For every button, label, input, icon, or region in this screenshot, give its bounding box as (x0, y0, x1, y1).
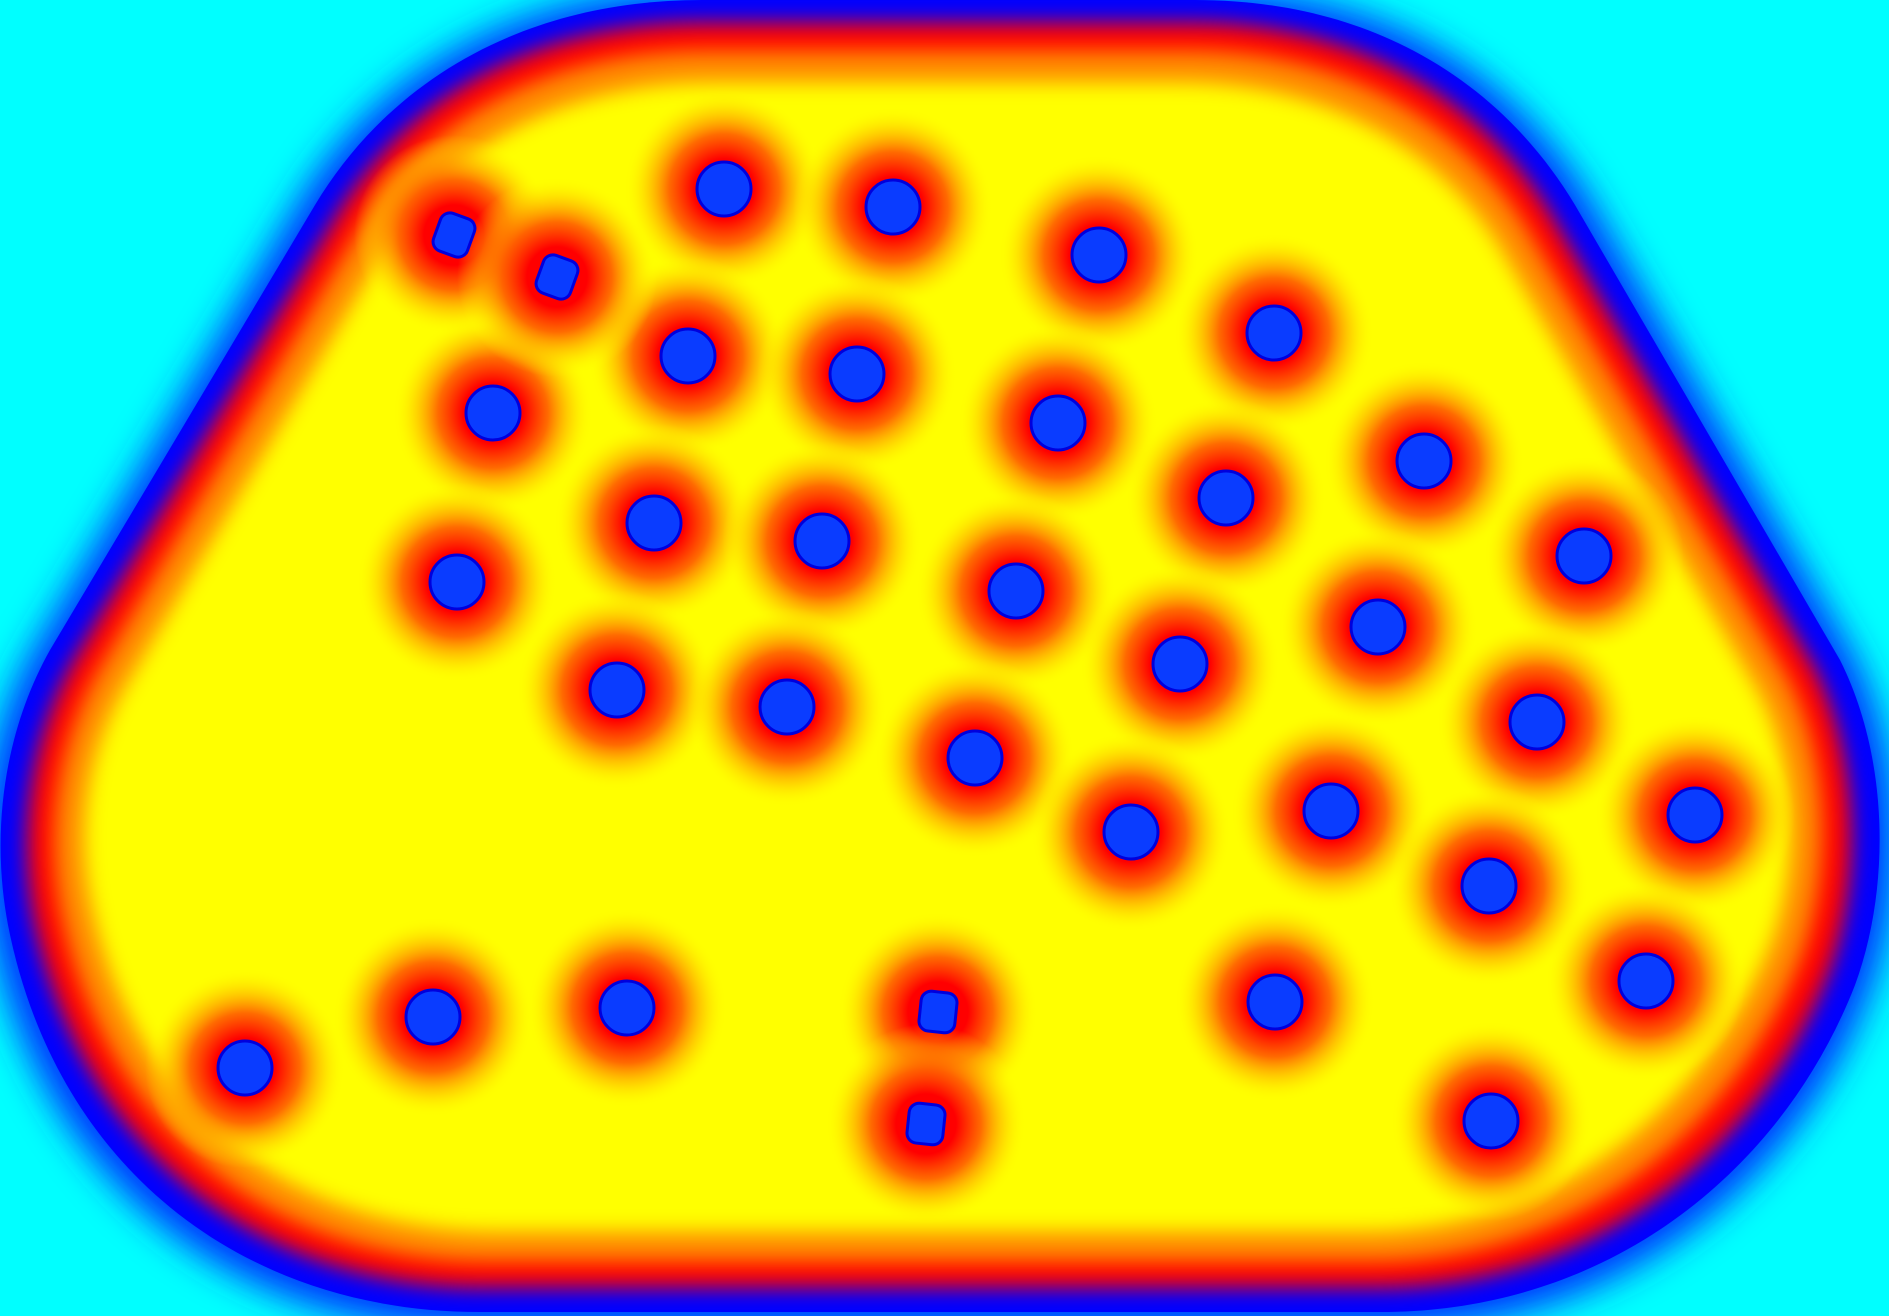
round-hole (1462, 1092, 1520, 1150)
round-hole (864, 178, 922, 236)
round-hole (946, 729, 1004, 787)
round-hole (1555, 527, 1613, 585)
tilted-hole (431, 211, 477, 259)
round-hole (1246, 973, 1304, 1031)
round-hole (1460, 857, 1518, 915)
round-hole (1302, 782, 1360, 840)
round-hole (1395, 432, 1453, 490)
round-hole (1617, 952, 1675, 1010)
round-hole (1245, 304, 1303, 362)
round-hole (828, 345, 886, 403)
round-hole (588, 661, 646, 719)
round-hole (1029, 394, 1087, 452)
tilted-hole (534, 253, 580, 301)
round-hole (1197, 469, 1255, 527)
tilted-hole (917, 989, 959, 1035)
round-hole (625, 494, 683, 552)
halo-layer (145, 89, 1795, 1224)
round-hole (464, 384, 522, 442)
round-hole (987, 562, 1045, 620)
round-hole (695, 160, 753, 218)
round-hole (758, 678, 816, 736)
round-hole (1151, 635, 1209, 693)
round-hole (1070, 226, 1128, 284)
round-hole (659, 327, 717, 385)
round-hole (793, 512, 851, 570)
tilted-hole (905, 1101, 947, 1147)
hole-layer (216, 160, 1724, 1150)
round-hole (1666, 786, 1724, 844)
round-hole (216, 1039, 274, 1097)
round-hole (1102, 803, 1160, 861)
round-hole (404, 988, 462, 1046)
round-hole (1508, 693, 1566, 751)
round-hole (428, 553, 486, 611)
round-hole (598, 979, 656, 1037)
round-hole (1349, 598, 1407, 656)
